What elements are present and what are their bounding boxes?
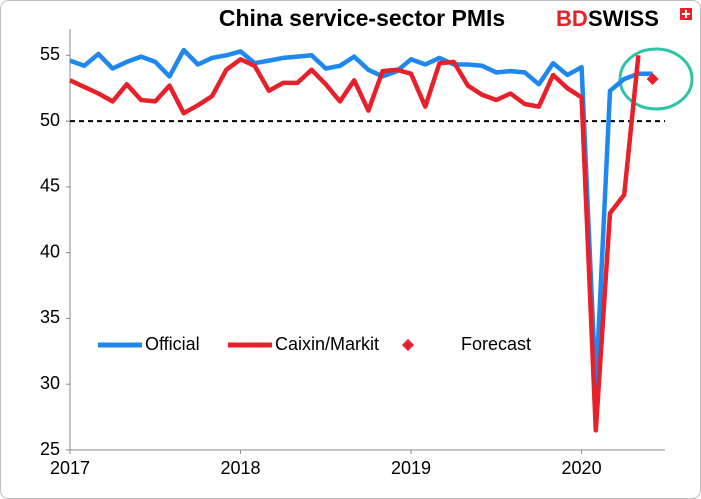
logo: BD SWISS	[556, 6, 692, 31]
legend-label: Official	[145, 334, 200, 354]
x-tick-label: 2019	[391, 458, 431, 478]
y-tick-label: 25	[40, 439, 60, 459]
y-tick-label: 50	[40, 110, 60, 130]
y-tick-label: 35	[40, 307, 60, 327]
line-series	[69, 47, 653, 392]
y-tick-label: 40	[40, 241, 60, 261]
legend-label: Caixin/Markit	[275, 334, 379, 354]
y-tick-label: 55	[40, 44, 60, 64]
logo-cross	[682, 10, 690, 18]
logo-rest: SWISS	[588, 6, 659, 31]
logo-accent: BD	[556, 6, 588, 31]
y-tick-label: 45	[40, 176, 60, 196]
x-tick-label: 2018	[220, 458, 260, 478]
x-tick-label: 2017	[50, 458, 90, 478]
line-series	[69, 55, 641, 433]
x-tick-label: 2020	[562, 458, 602, 478]
forecast-marker	[646, 72, 659, 85]
chart-title: China service-sector PMIs	[219, 5, 505, 31]
legend-label: Forecast	[461, 334, 531, 354]
forecast-highlight	[618, 47, 694, 111]
legend-marker	[402, 339, 414, 351]
y-tick-label: 30	[40, 373, 60, 393]
